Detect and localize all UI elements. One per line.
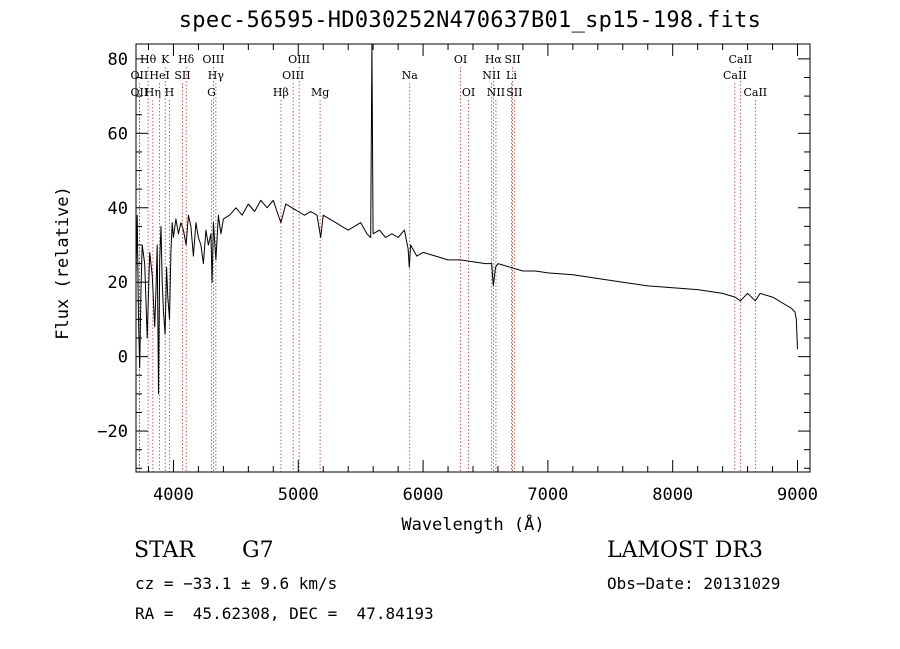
line-marker-label-23: Li [506, 69, 517, 82]
line-marker-label-5: K [161, 53, 170, 66]
line-marker-label-24: SII [506, 86, 522, 99]
x-tick-label-5: 9000 [777, 485, 818, 505]
x-tick-label-0: 4000 [153, 485, 194, 505]
line-marker-label-14: OIII [288, 53, 310, 66]
line-marker-label-13: OIII [282, 69, 304, 82]
chart-title: spec-56595-HD030252N470637B01_sp15-198.f… [178, 8, 762, 33]
line-marker-label-20: Hα [485, 53, 503, 66]
plot-frame [135, 43, 811, 473]
line-marker-label-21: NII [487, 86, 505, 99]
y-tick-label-1: 0 [118, 348, 128, 368]
coordinates: RA = 45.62308, DEC = 47.84193 [135, 604, 434, 623]
x-tick-label-1: 5000 [278, 485, 319, 505]
line-marker-label-0: OII [131, 69, 149, 82]
obs-date: Obs−Date: 20131029 [607, 574, 781, 593]
line-marker-label-19: NII [482, 69, 500, 82]
y-tick-label-0: −20 [97, 422, 128, 442]
subclass: G7 [242, 538, 274, 563]
line-marker-label-16: Na [402, 69, 419, 82]
x-tick-label-4: 8000 [652, 485, 693, 505]
line-marker-label-7: SII [174, 69, 190, 82]
object-class: STAR [134, 538, 195, 563]
line-marker-label-10: Hγ [208, 69, 225, 82]
y-tick-label-5: 80 [108, 50, 128, 70]
y-axis-label: Flux (relative) [53, 186, 73, 340]
line-marker-label-3: Hη [145, 86, 161, 99]
spectrum-series-line [135, 43, 798, 395]
line-marker-label-4: HeI [149, 69, 169, 82]
line-marker-label-1: OII [131, 86, 149, 99]
x-tick-label-2: 6000 [403, 485, 444, 505]
y-tick-label-2: 20 [108, 273, 128, 293]
line-marker-label-17: OI [454, 53, 467, 66]
line-marker-label-6: H [165, 86, 175, 99]
line-marker-label-9: OIII [202, 53, 224, 66]
line-marker-label-12: Hβ [273, 86, 289, 99]
y-tick-label-3: 40 [108, 199, 128, 219]
line-marker-label-2: Hθ [140, 53, 157, 66]
redshift-readout: cz = −33.1 ± 9.6 km/s [135, 574, 338, 593]
y-tick-label-4: 60 [108, 124, 128, 144]
line-marker-label-11: G [207, 86, 216, 99]
line-marker-label-22: SII [504, 53, 520, 66]
line-marker-label-26: CaII [723, 69, 747, 82]
x-axis-label: Wavelength (Å) [401, 513, 544, 535]
x-tick-label-3: 7000 [527, 485, 568, 505]
line-marker-label-25: CaII [729, 53, 753, 66]
line-marker-label-18: OI [462, 86, 475, 99]
line-marker-label-27: CaII [743, 86, 767, 99]
line-marker-label-8: Hδ [178, 53, 195, 66]
line-marker-label-15: Mg [311, 86, 329, 99]
survey-label: LAMOST DR3 [607, 538, 763, 563]
